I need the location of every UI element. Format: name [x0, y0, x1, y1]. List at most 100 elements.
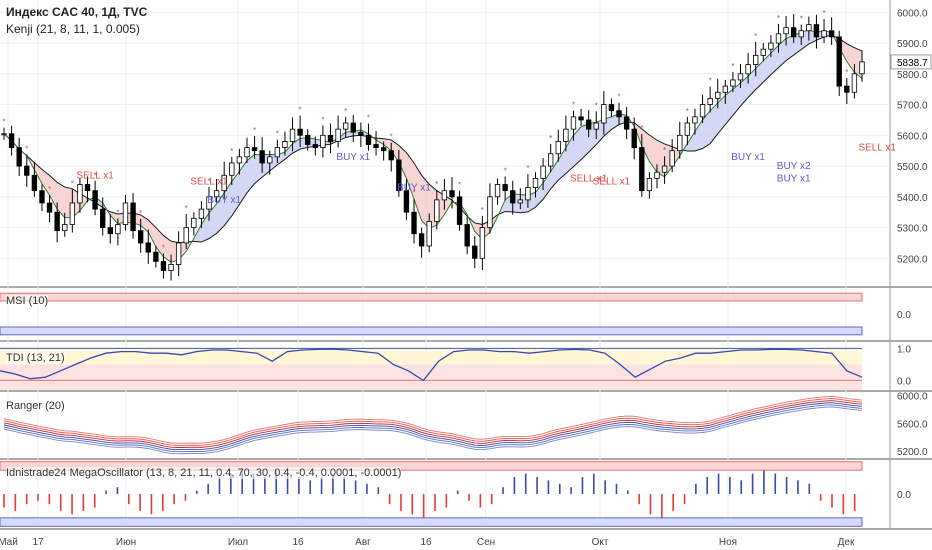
- kenji-cloud-segment: [717, 95, 726, 134]
- candle-body: [282, 141, 288, 149]
- candle-body: [115, 224, 121, 235]
- candle-body: [335, 128, 341, 142]
- candle-body: [563, 128, 569, 142]
- candle-body: [669, 150, 675, 167]
- mega-upper-zone: [0, 461, 863, 471]
- kenji-cloud-segment: [763, 53, 771, 83]
- tdi-panel-label: TDI (13, 21): [6, 352, 65, 364]
- candle-body: [525, 187, 531, 201]
- candle-body: [373, 144, 379, 149]
- candle-body: [464, 224, 470, 247]
- kenji-cloud-segment: [710, 103, 718, 144]
- candle-body: [730, 79, 736, 87]
- signal-star: *: [526, 164, 529, 173]
- candle-body: [585, 119, 592, 130]
- candle-body: [593, 122, 599, 130]
- y-tick-label: 5800.0: [897, 70, 928, 81]
- candle-body: [31, 174, 38, 192]
- candle-body: [760, 48, 766, 56]
- signal-label-sell: SELL x1: [570, 173, 608, 184]
- candle-body: [244, 147, 250, 158]
- candle-body: [813, 24, 820, 38]
- signal-star: *: [139, 209, 142, 218]
- candle-body: [77, 184, 83, 204]
- signal-star: *: [207, 177, 210, 186]
- candle-body: [737, 73, 744, 81]
- signal-star: *: [822, 9, 825, 18]
- kenji-cloud-segment: [687, 131, 695, 151]
- kenji-cloud-segment: [140, 214, 149, 233]
- tdi-lower-fill: [0, 364, 862, 390]
- candle-body: [213, 190, 220, 198]
- signal-star: *: [321, 115, 324, 124]
- signal-star: *: [709, 77, 712, 86]
- kenji-cloud-segment: [846, 43, 855, 73]
- signal-star: *: [25, 144, 28, 153]
- kenji-cloud-segment: [201, 212, 210, 243]
- signal-star: *: [731, 62, 734, 71]
- kenji-cloud-segment: [49, 175, 58, 210]
- candle-body: [24, 165, 30, 176]
- candle-body: [221, 174, 227, 192]
- candle-body: [434, 199, 440, 222]
- candle-body: [84, 184, 91, 192]
- kenji-fast-line: [3, 29, 863, 263]
- candle-body: [456, 196, 463, 225]
- candle-body: [251, 147, 258, 152]
- candle-body: [555, 141, 561, 155]
- candle-body: [1, 133, 7, 136]
- signal-star: *: [94, 171, 97, 180]
- kenji-cloud-segment: [694, 119, 703, 151]
- candle-body: [540, 165, 546, 179]
- kenji-cloud-segment: [383, 138, 392, 151]
- signal-star: *: [276, 130, 279, 139]
- candle-body: [343, 122, 349, 130]
- kenji-cloud-segment: [573, 126, 582, 167]
- candle-body: [707, 98, 713, 105]
- candle-body: [418, 233, 425, 247]
- kenji-cloud-segment: [224, 181, 232, 226]
- last-price-label: 5838.7: [897, 58, 928, 69]
- candle-body: [608, 104, 615, 112]
- signal-star: *: [640, 124, 643, 133]
- candle-body: [130, 202, 136, 232]
- kenji-cloud-segment: [641, 128, 650, 162]
- candle-body: [654, 171, 660, 179]
- signal-star: *: [344, 107, 347, 116]
- candle-body: [821, 30, 827, 38]
- kenji-cloud-segment: [148, 219, 156, 247]
- kenji-cloud-segment: [406, 152, 415, 200]
- candle-body: [517, 199, 523, 204]
- candle-body: [472, 245, 478, 259]
- msi-upper-zone: [0, 292, 863, 302]
- signal-star: *: [367, 114, 370, 123]
- kenji-cloud-segment: [163, 235, 172, 263]
- candle-body: [532, 177, 539, 188]
- candle-body: [403, 190, 410, 213]
- kenji-cloud-segment: [231, 171, 240, 216]
- candle-body: [62, 224, 68, 232]
- signal-label-sell: SELL x1: [190, 177, 228, 188]
- signal-label-buy: BUY x1: [731, 152, 765, 163]
- kenji-cloud-segment: [649, 135, 657, 173]
- candle-body: [753, 54, 759, 65]
- candle-body: [289, 128, 296, 142]
- candle-body: [145, 242, 151, 253]
- tdi-upper-fill: [0, 348, 862, 365]
- candle-body: [191, 217, 197, 228]
- kenji-cloud-segment: [421, 175, 430, 229]
- candle-body: [411, 211, 417, 235]
- candle-body: [297, 128, 303, 136]
- x-tick-label: Авг: [355, 537, 371, 548]
- candle-body: [92, 190, 98, 210]
- candle-body: [69, 202, 76, 225]
- candle-body: [783, 27, 789, 35]
- candle-body: [274, 147, 281, 158]
- x-tick-label: Дек: [838, 537, 855, 548]
- candle-body: [745, 64, 751, 75]
- candle-body: [46, 202, 53, 213]
- signal-star: *: [549, 134, 552, 143]
- candle-body: [828, 30, 835, 38]
